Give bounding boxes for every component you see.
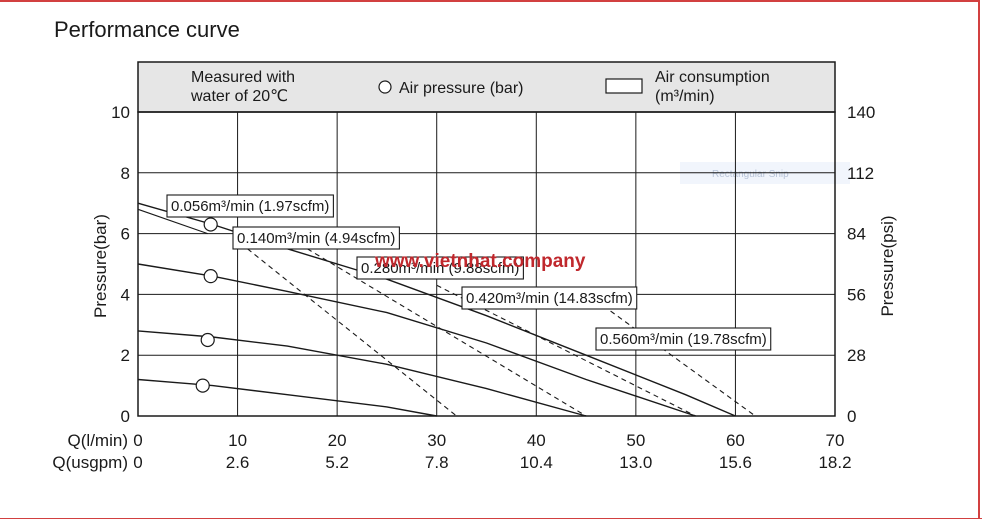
y-tick-label: 10 — [111, 103, 130, 122]
chart-title: Performance curve — [54, 17, 240, 42]
x-tick-label: 50 — [626, 431, 645, 450]
consumption-label: 0.056m³/min (1.97scfm) — [171, 198, 329, 215]
x2-tick-label: 18.2 — [818, 453, 851, 472]
legend-band — [137, 61, 836, 113]
faint-overlay-text: Rectangular Snip — [712, 169, 789, 180]
y-axis-label: Pressure(bar) — [91, 214, 110, 318]
legend-measured-line1: Measured with — [191, 69, 295, 86]
x-tick-label: 70 — [826, 431, 845, 450]
legend-measured-line2: water of 20℃ — [190, 88, 288, 105]
y2-axis-label: Pressure(psi) — [878, 215, 897, 316]
x-secondary-axis-label: Q(usgpm) — [52, 453, 128, 472]
legend-air-pressure: Air pressure (bar) — [399, 80, 523, 97]
performance-curve-line — [137, 202, 736, 417]
performance-curve-line — [137, 378, 437, 417]
consumption-label: 0.140m³/min (4.94scfm) — [237, 230, 395, 247]
y2-tick-label: 56 — [847, 285, 866, 304]
x-primary-axis-label: Q(l/min) — [68, 431, 128, 450]
air-pressure-marker — [195, 378, 210, 393]
consumption-label-box — [461, 286, 638, 310]
consumption-label-box — [595, 327, 772, 351]
performance-curve-line — [137, 330, 587, 417]
y2-tick-label: 140 — [847, 103, 875, 122]
y-tick-label: 4 — [121, 285, 130, 304]
air-pressure-marker — [203, 217, 218, 232]
air-pressure-marker — [200, 332, 215, 348]
x2-tick-label: 7.8 — [425, 453, 449, 472]
y2-tick-label: 28 — [847, 346, 866, 365]
frame-bottom-line — [0, 518, 982, 519]
y-tick-label: 0 — [121, 407, 130, 426]
consumption-label-box — [232, 226, 400, 250]
air-consumption-line — [137, 208, 208, 235]
y2-tick-label: 112 — [847, 164, 874, 183]
air-consumption-line — [307, 248, 587, 417]
x-tick-label: 20 — [328, 431, 347, 450]
legend-air-consumption-line2: (m³/min) — [655, 88, 715, 105]
x2-tick-label: 0 — [133, 453, 142, 472]
consumption-label-box — [166, 194, 334, 218]
consumption-label: 0.560m³/min (19.78scfm) — [600, 331, 767, 348]
x-tick-label: 40 — [527, 431, 546, 450]
air-pressure-marker — [203, 269, 218, 284]
x2-tick-label: 5.2 — [325, 453, 349, 472]
x2-tick-label: 13.0 — [619, 453, 652, 472]
x2-tick-label: 2.6 — [226, 453, 250, 472]
markers-group — [195, 217, 218, 393]
watermark: www.vietnhat.company — [374, 251, 586, 272]
air-consumption-line — [595, 300, 756, 417]
y-tick-label: 8 — [121, 164, 130, 183]
consumption-label-box — [356, 256, 524, 280]
x-tick-label: 30 — [427, 431, 446, 450]
x-tick-label: 60 — [726, 431, 745, 450]
x-tick-label: 10 — [228, 431, 247, 450]
x2-tick-label: 10.4 — [520, 453, 553, 472]
consumption-label: 0.420m³/min (14.83scfm) — [466, 290, 633, 307]
y-tick-label: 2 — [121, 346, 130, 365]
legend-rect-icon — [605, 78, 643, 94]
legend-circle-icon — [378, 80, 392, 94]
x-tick-label: 0 — [133, 431, 142, 450]
axes: 0246810028568411214000102.6205.2307.8401… — [111, 103, 875, 472]
consumption-label: 0.280m³/min (9.88scfm) — [361, 260, 519, 277]
y2-tick-label: 0 — [847, 407, 856, 426]
y2-tick-label: 84 — [847, 225, 866, 244]
legend-air-consumption-line1: Air consumption — [655, 69, 770, 86]
consumption-labels-group: 0.056m³/min (1.97scfm) 0.140m³/min (4.94s… — [166, 194, 772, 351]
x2-tick-label: 15.6 — [719, 453, 752, 472]
y-tick-label: 6 — [121, 225, 130, 244]
